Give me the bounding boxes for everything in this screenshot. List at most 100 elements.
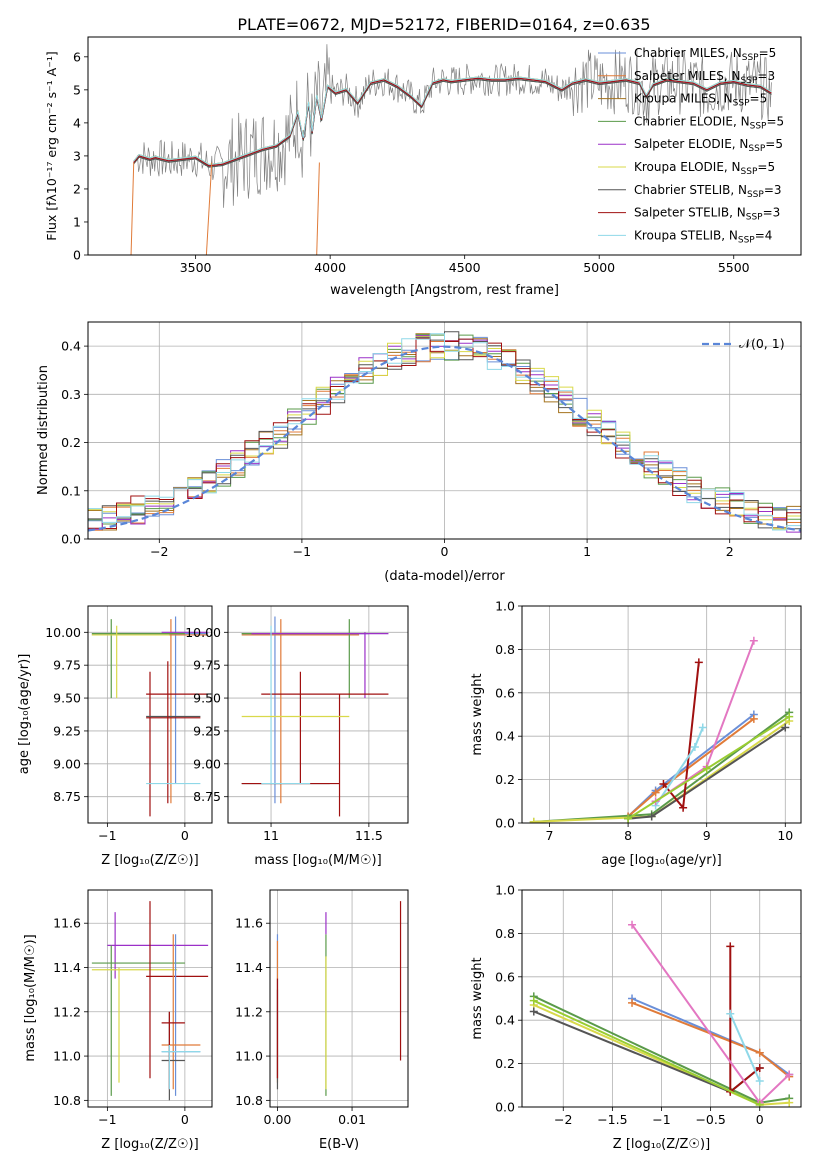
- y-tick-label: 0.0: [495, 1100, 515, 1115]
- weight-marker: [749, 636, 758, 645]
- histogram-line: [88, 335, 801, 530]
- panel-mass-Z: −1 0 10.8 11.0 11.2 11.4 11.6: [53, 889, 213, 1127]
- x-tick-label: 11.5: [355, 828, 383, 843]
- y-tick-label: 0.4: [495, 1013, 515, 1028]
- legend-subscript: SSP: [741, 76, 758, 86]
- y-axis-label: mass weight: [470, 957, 485, 1039]
- y-tick-label: 9.00: [193, 756, 221, 771]
- legend-label: 𝒩(0, 1): [739, 336, 785, 351]
- legend-count: =5: [759, 46, 777, 60]
- y-tick-label: 10.8: [53, 1093, 81, 1108]
- x-axis-label: Z [log₁₀(Z/Z☉)]: [613, 1137, 710, 1152]
- y-axis-label: age [log₁₀(age/yr)]: [17, 654, 32, 775]
- x-tick-label: −1: [98, 828, 116, 843]
- y-tick-label: 0.8: [495, 926, 515, 941]
- y-tick-label: 5: [73, 82, 81, 97]
- x-axis-label: wavelength [Angstrom, rest frame]: [330, 283, 559, 298]
- y-tick-label: 3: [73, 148, 81, 163]
- legend-count: =5: [750, 92, 768, 106]
- weight-marker: [679, 803, 688, 812]
- legend-label: Kroupa STELIB, NSSP=4: [634, 228, 772, 245]
- weight-marker: [726, 942, 735, 951]
- y-axis-label: Normed distribution: [36, 365, 51, 495]
- y-tick-label: 9.00: [53, 756, 81, 771]
- axes-frame: [269, 889, 409, 1108]
- x-tick-label: 10: [777, 828, 793, 843]
- x-tick-label: 11: [263, 828, 279, 843]
- x-axis-label: (data-model)/error: [384, 569, 505, 584]
- x-tick-label: −1: [652, 1112, 670, 1127]
- y-tick-label: 0.2: [61, 435, 81, 450]
- weight-marker: [702, 764, 711, 773]
- plot-area: [120, 44, 772, 255]
- axes-frame: [521, 605, 802, 824]
- y-tick-label: 0.1: [61, 483, 81, 498]
- x-tick-label: −1.5: [597, 1112, 627, 1127]
- x-tick-label: −1: [98, 1112, 116, 1127]
- legend-subscript: SSP: [750, 121, 767, 131]
- y-tick-label: 9.75: [53, 658, 81, 673]
- x-tick-label: 2: [726, 544, 734, 559]
- weight-marker: [659, 779, 668, 788]
- figure-title: PLATE=0672, MJD=52172, FIBERID=0164, z=0…: [237, 15, 650, 34]
- y-tick-label: 10.00: [185, 625, 221, 640]
- legend-count: =5: [757, 160, 775, 174]
- legend-label: Chabrier ELODIE, NSSP=5: [634, 114, 784, 131]
- y-tick-label: 9.50: [193, 691, 221, 706]
- dropout-line: [130, 162, 135, 255]
- weight-marker: [529, 996, 538, 1005]
- legend-count: =3: [764, 183, 782, 197]
- y-tick-label: 0.8: [495, 642, 515, 657]
- weight-marker: [755, 1100, 764, 1107]
- y-tick-label: 9.50: [53, 691, 81, 706]
- x-tick-label: 0: [181, 828, 189, 843]
- y-tick-label: 1: [73, 214, 81, 229]
- y-tick-label: 10.00: [45, 625, 81, 640]
- y-tick-label: 6: [73, 49, 81, 64]
- dropout-line: [316, 162, 320, 255]
- x-tick-label: −2: [554, 1112, 572, 1127]
- weight-line: [533, 999, 761, 1106]
- y-tick-label: 11.4: [53, 960, 81, 975]
- y-tick-label: 11.4: [235, 960, 263, 975]
- legend-label: Chabrier MILES, NSSP=5: [634, 46, 776, 63]
- y-tick-label: 1.0: [495, 883, 515, 898]
- y-tick-label: 11.0: [235, 1049, 263, 1064]
- model-line: [133, 79, 772, 168]
- model-line: [133, 76, 772, 166]
- y-tick-label: 0.4: [61, 339, 81, 354]
- x-tick-label: 0: [756, 1112, 764, 1127]
- legend-label: Chabrier STELIB, NSSP=3: [634, 183, 782, 200]
- axes-frame: [87, 889, 213, 1108]
- histogram-line: [88, 333, 801, 531]
- axes-frame: [87, 321, 802, 540]
- y-tick-label: 0.2: [495, 772, 515, 787]
- weight-marker: [755, 1048, 764, 1057]
- x-tick-label: 4500: [449, 260, 481, 275]
- y-tick-label: 4: [73, 115, 81, 130]
- y-tick-label: 2: [73, 181, 81, 196]
- legend-subscript: SSP: [746, 213, 763, 223]
- weight-line: [627, 715, 790, 820]
- axes-frame: [227, 605, 409, 824]
- x-tick-label: 0.01: [338, 1112, 366, 1127]
- x-tick-label: 4000: [314, 260, 346, 275]
- weight-marker: [624, 814, 633, 823]
- weight-marker: [749, 714, 758, 723]
- weight-marker: [785, 712, 794, 721]
- legend-label: Salpeter MILES, NSSP=3: [634, 69, 775, 86]
- plot-area: [88, 890, 212, 1107]
- weight-marker: [529, 817, 538, 823]
- panel-age-Z: −1 0 8.75 9.00 9.25 9.50 9.75 10.00: [45, 605, 213, 843]
- y-tick-label: 0.6: [495, 685, 515, 700]
- axes-frame: [87, 36, 802, 256]
- weight-marker: [529, 1007, 538, 1016]
- weight-line: [655, 640, 755, 803]
- dropout-line: [205, 162, 213, 255]
- y-tick-label: 1.0: [495, 599, 515, 614]
- weight-marker: [781, 723, 790, 732]
- legend-count: =5: [765, 137, 783, 151]
- y-tick-label: 9.25: [53, 723, 81, 738]
- axes-frame: [87, 605, 213, 824]
- x-tick-label: 9: [703, 828, 711, 843]
